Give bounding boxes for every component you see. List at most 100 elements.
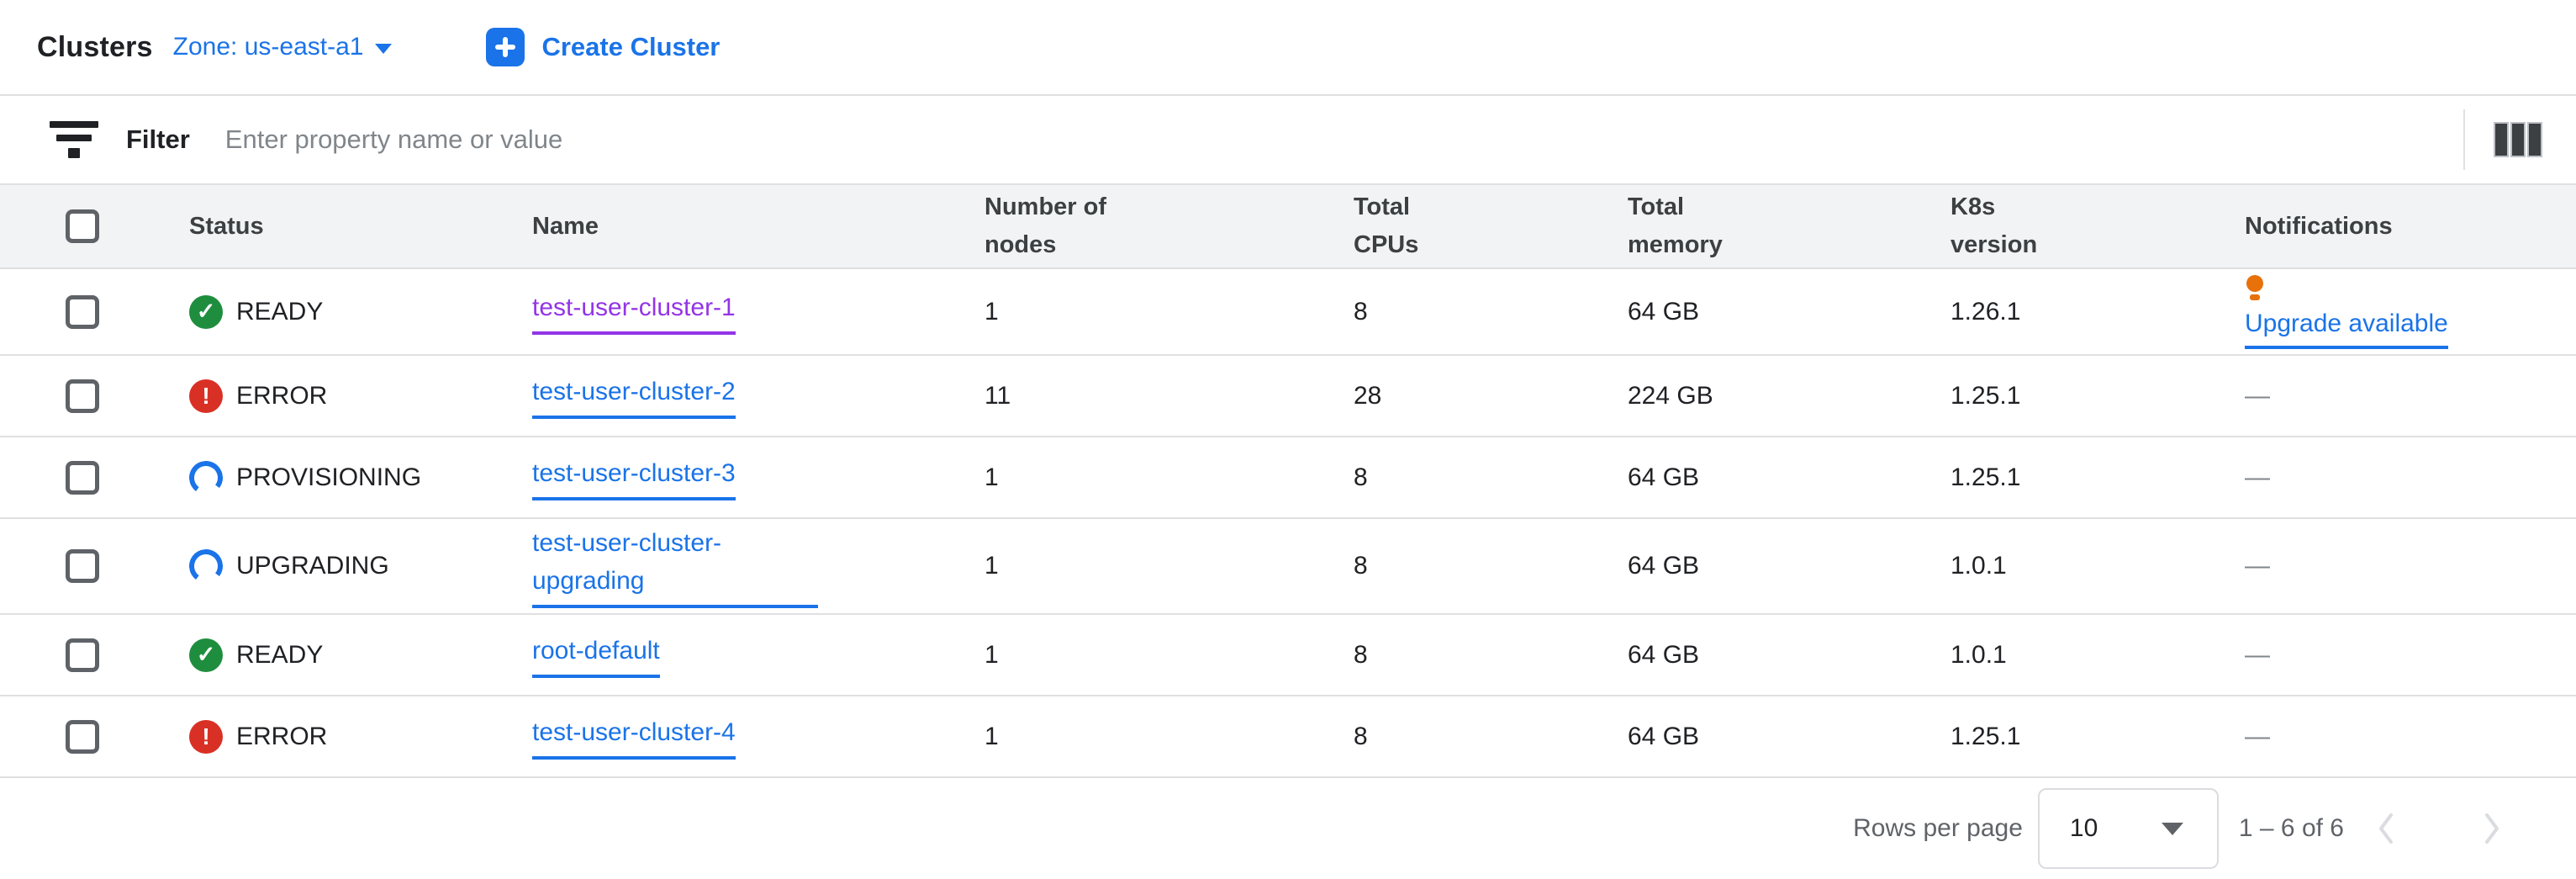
k8s-version-cell: 1.26.1	[1950, 297, 2021, 326]
cluster-name-link[interactable]: test-user-cluster-2	[532, 373, 736, 419]
create-cluster-button[interactable]: Create Cluster	[486, 28, 720, 66]
column-header-total-memory: Total memory	[1628, 193, 1723, 258]
number-of-nodes-cell: 1	[984, 640, 999, 669]
table-row: PROVISIONING test-user-cluster-3 1 8 64 …	[0, 437, 2576, 519]
status-icon	[189, 719, 223, 754]
row-checkbox-cell	[66, 460, 189, 495]
filter-bar: Filter	[0, 96, 2576, 185]
number-of-nodes-cell: 1	[984, 552, 999, 580]
table-row: ERROR test-user-cluster-2 11 28 224 GB 1…	[0, 356, 2576, 437]
pagination-bar: Rows per page 10 1 – 6 of 6	[0, 778, 2576, 879]
status-label: PROVISIONING	[236, 463, 422, 491]
create-cluster-label: Create Cluster	[541, 32, 721, 61]
column-header-status: Status	[189, 212, 264, 240]
page-header: Clusters Zone: us-east-a1 Create Cluster	[0, 0, 2576, 96]
cluster-name-link[interactable]: test-user-cluster-3	[532, 454, 736, 500]
row-checkbox[interactable]	[66, 294, 99, 329]
triangle-down-icon	[2161, 822, 2183, 835]
name-cell: test-user-cluster-upgrading	[532, 524, 984, 608]
zone-selector[interactable]: Zone: us-east-a1	[173, 33, 393, 61]
status-label: READY	[236, 640, 324, 669]
status-cell: READY	[189, 294, 532, 329]
total-memory-cell: 64 GB	[1628, 722, 1700, 750]
notification-cell: — —	[2245, 641, 2576, 670]
empty-notification-dash: —	[2245, 722, 2270, 750]
status-icon	[187, 547, 225, 585]
total-memory-cell: 64 GB	[1628, 552, 1700, 580]
row-checkbox[interactable]	[66, 460, 99, 495]
status-cell: READY	[189, 638, 532, 672]
chevron-left-icon	[2379, 813, 2393, 844]
status-cell: UPGRADING	[187, 547, 532, 585]
name-cell: test-user-cluster-3	[532, 454, 984, 500]
row-checkbox[interactable]	[66, 549, 99, 583]
row-checkbox[interactable]	[66, 638, 99, 672]
number-of-nodes-cell: 1	[984, 463, 999, 491]
table-row: UPGRADING test-user-cluster-upgrading 1 …	[0, 519, 2576, 615]
rows-per-page-select[interactable]: 10	[2037, 788, 2219, 869]
cluster-name-link[interactable]: root-default	[532, 632, 660, 678]
notification-cell: — —	[2245, 552, 2576, 580]
upgrade-available-link[interactable]: Upgrade available	[2245, 306, 2448, 349]
table-body: READY test-user-cluster-1 1 8 64 GB 1.26…	[0, 269, 2576, 778]
total-memory-cell: 224 GB	[1628, 381, 1713, 410]
empty-notification-dash: —	[2245, 463, 2270, 491]
column-header-name: Name	[532, 212, 599, 240]
cluster-name-link[interactable]: test-user-cluster-4	[532, 713, 736, 760]
total-cpus-cell: 8	[1354, 463, 1368, 491]
status-label: ERROR	[236, 381, 328, 410]
divider	[2463, 109, 2465, 170]
total-memory-cell: 64 GB	[1628, 297, 1700, 326]
table-row: ERROR test-user-cluster-4 1 8 64 GB 1.25…	[0, 696, 2576, 778]
column-display-options-button[interactable]	[2490, 119, 2546, 161]
cluster-name-link[interactable]: test-user-cluster-upgrading	[532, 524, 818, 608]
row-checkbox[interactable]	[66, 719, 99, 754]
notification-cell: — —	[2245, 463, 2576, 492]
row-checkbox[interactable]	[66, 379, 99, 413]
next-page-button[interactable]	[2472, 803, 2512, 854]
number-of-nodes-cell: 1	[984, 297, 999, 326]
status-label: UPGRADING	[236, 552, 389, 580]
notification-cell: — —	[2245, 723, 2576, 751]
table-row: READY test-user-cluster-1 1 8 64 GB 1.26…	[0, 269, 2576, 356]
empty-notification-dash: —	[2245, 552, 2270, 580]
status-icon	[189, 294, 223, 329]
status-cell: PROVISIONING	[187, 458, 532, 497]
number-of-nodes-cell: 1	[984, 722, 999, 750]
cluster-name-link[interactable]: test-user-cluster-1	[532, 289, 736, 335]
number-of-nodes-cell: 11	[984, 381, 1011, 410]
column-header-notifications: Notifications	[2245, 212, 2393, 240]
total-cpus-cell: 8	[1354, 640, 1368, 669]
row-checkbox-cell	[66, 294, 189, 329]
select-all-checkbox[interactable]	[66, 209, 99, 243]
row-checkbox-cell	[66, 379, 189, 413]
chevron-right-icon	[2485, 813, 2499, 844]
chevron-down-icon	[375, 44, 393, 54]
empty-notification-dash: —	[2245, 640, 2270, 669]
status-icon	[189, 638, 223, 672]
filter-label[interactable]: Filter	[126, 124, 190, 154]
page-title: Clusters	[37, 30, 153, 63]
previous-page-button[interactable]	[2366, 803, 2406, 854]
table-header-row: Status Name Number of nodes Total CPUs T…	[0, 185, 2576, 269]
filter-input[interactable]	[223, 124, 2463, 156]
row-checkbox-cell	[66, 549, 189, 583]
select-all-cell	[66, 209, 189, 243]
k8s-version-cell: 1.25.1	[1950, 381, 2021, 410]
total-memory-cell: 64 GB	[1628, 640, 1700, 669]
status-icon	[189, 379, 223, 413]
column-header-k8s-version: K8s version	[1950, 193, 2038, 258]
status-cell: ERROR	[189, 719, 532, 754]
notification-cell: — —	[2245, 382, 2576, 410]
name-cell: test-user-cluster-2	[532, 373, 984, 419]
lightbulb-icon	[2246, 275, 2263, 300]
k8s-version-cell: 1.0.1	[1950, 640, 2007, 669]
k8s-version-cell: 1.0.1	[1950, 552, 2007, 580]
pagination-range-label: 1 – 6 of 6	[2238, 814, 2344, 842]
column-header-total-cpus: Total CPUs	[1354, 193, 1419, 258]
column-header-number-of-nodes: Number of nodes	[984, 193, 1106, 258]
rows-per-page-value: 10	[2069, 814, 2098, 842]
notification-cell: Upgrade available Upgrade available	[2245, 274, 2576, 349]
total-cpus-cell: 28	[1354, 381, 1382, 410]
row-checkbox-cell	[66, 638, 189, 672]
